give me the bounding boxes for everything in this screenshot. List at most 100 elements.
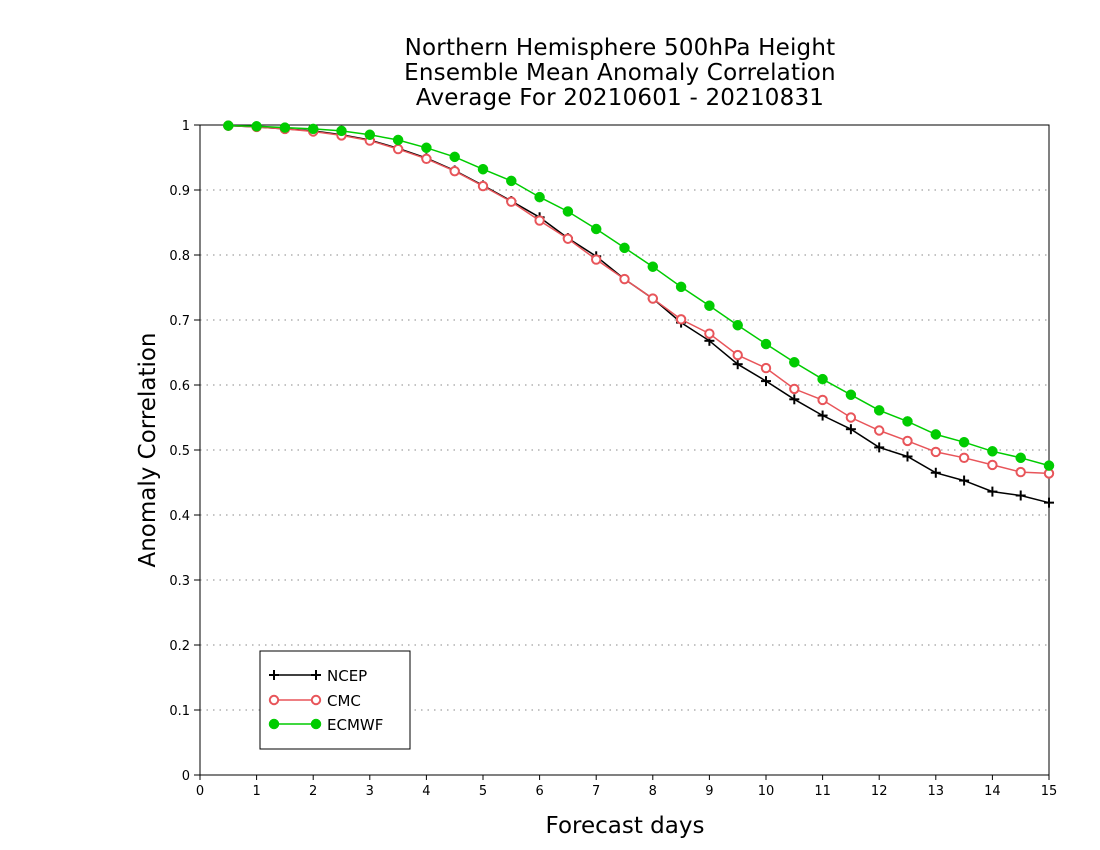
y-tick-label: 0.2	[169, 639, 190, 654]
data-point-ecmwf	[392, 134, 404, 146]
x-tick-label: 3	[366, 784, 374, 799]
legend-marker-ncep	[269, 670, 279, 680]
data-point-cmc	[789, 383, 800, 395]
data-point-ncep	[845, 424, 856, 435]
data-point-cmc	[647, 293, 658, 304]
data-point-ecmwf	[506, 175, 517, 187]
y-tick-label: 0.4	[169, 509, 190, 524]
data-point-ecmwf	[675, 281, 687, 293]
data-point-ncep	[902, 451, 913, 462]
x-tick-label: 7	[592, 784, 600, 799]
data-point-cmc	[562, 233, 574, 244]
data-point-ncep	[959, 475, 970, 486]
data-point-cmc	[506, 196, 517, 207]
x-tick-label: 1	[252, 784, 260, 799]
y-tick-label: 1	[182, 119, 190, 134]
series-line-cmc	[228, 124, 1050, 475]
legend-marker-cmc	[268, 694, 280, 706]
legend: NCEP CMC ECMWF	[259, 650, 411, 750]
data-point-ncep	[1044, 497, 1054, 508]
data-point-cmc	[958, 452, 970, 463]
chart-title-line-3: Average For 20210601 - 20210831	[415, 85, 825, 111]
data-point-cmc	[817, 394, 828, 406]
data-point-ecmwf	[845, 389, 857, 400]
legend-marker-ncep	[311, 670, 321, 680]
series-line-ncep	[228, 124, 1050, 504]
data-point-ecmwf	[760, 338, 772, 350]
data-point-ncep	[987, 486, 998, 497]
data-point-ecmwf	[958, 436, 970, 448]
data-point-ncep	[930, 467, 941, 478]
x-tick-label: 0	[196, 784, 204, 799]
data-point-ecmwf	[704, 300, 715, 311]
data-point-ecmwf	[873, 405, 885, 416]
data-point-cmc	[534, 215, 545, 226]
data-point-cmc	[392, 143, 404, 155]
data-point-cmc	[874, 425, 885, 436]
data-point-ecmwf	[251, 121, 262, 132]
y-tick-label: 0.9	[169, 184, 190, 199]
legend-label-cmc: CMC	[327, 692, 361, 710]
data-point-ecmwf	[1043, 460, 1055, 471]
data-point-cmc	[675, 314, 687, 325]
y-tick-label: 0.6	[169, 379, 190, 394]
data-point-ecmwf	[987, 446, 998, 457]
y-tick-label: 0.1	[169, 704, 190, 719]
data-point-ecmwf	[590, 223, 602, 235]
data-point-ecmwf	[421, 142, 432, 153]
data-point-cmc	[845, 412, 857, 423]
data-point-ecmwf	[789, 357, 800, 368]
data-point-ncep	[732, 359, 743, 370]
x-tick-label: 11	[814, 784, 831, 799]
series-group	[223, 120, 1055, 508]
data-point-ecmwf	[1015, 452, 1026, 464]
x-tick-label: 9	[705, 784, 713, 799]
data-point-cmc	[760, 362, 772, 374]
x-tick-label: 10	[758, 784, 775, 799]
x-tick-label: 15	[1041, 784, 1058, 799]
axis-ticks: 00.10.20.30.40.50.60.70.80.910 1 2 3 4 5 6 7 8 9 1…	[169, 119, 1057, 799]
data-point-ecmwf	[223, 120, 234, 131]
y-tick-label: 0.7	[169, 314, 190, 329]
x-tick-label: 12	[871, 784, 888, 799]
chart-title: Northern Hemisphere 500hPa Height Ensemb…	[0, 36, 1100, 111]
x-tick-label: 2	[309, 784, 317, 799]
y-axis-title: Anomaly Correlation	[135, 332, 161, 567]
chart-title-line-2: Ensemble Mean Anomaly Correlation	[404, 60, 836, 86]
x-tick-label: 6	[535, 784, 543, 799]
data-point-ncep	[817, 410, 828, 421]
legend-marker-ecmwf	[268, 718, 280, 730]
data-point-ecmwf	[817, 373, 828, 385]
y-tick-label: 0.5	[169, 444, 190, 459]
data-point-ecmwf	[364, 129, 376, 140]
data-point-ecmwf	[307, 123, 319, 135]
x-tick-label: 14	[984, 784, 1001, 799]
chart-title-line-1: Northern Hemisphere 500hPa Height	[404, 35, 836, 61]
data-point-ecmwf	[930, 429, 942, 440]
data-point-cmc	[421, 153, 432, 165]
y-tick-label: 0.3	[169, 574, 190, 589]
data-point-ecmwf	[477, 163, 489, 175]
data-point-ecmwf	[619, 242, 630, 254]
data-point-ecmwf	[534, 191, 545, 203]
data-point-cmc	[449, 165, 460, 177]
data-point-ncep	[1015, 490, 1026, 501]
data-point-ncep	[789, 394, 800, 405]
data-point-cmc	[477, 180, 489, 192]
data-point-cmc	[591, 254, 602, 265]
data-point-cmc	[902, 435, 913, 447]
data-point-ecmwf	[279, 122, 291, 133]
data-point-ecmwf	[732, 319, 743, 331]
legend-marker-cmc	[310, 694, 322, 706]
legend-label-ecmwf: ECMWF	[327, 716, 383, 734]
data-point-ncep	[874, 442, 885, 453]
y-tick-label: 0.8	[169, 249, 190, 264]
data-point-ecmwf	[336, 125, 347, 137]
data-point-cmc	[987, 459, 998, 471]
data-point-ecmwf	[562, 206, 574, 217]
data-point-ncep	[761, 376, 771, 387]
data-point-cmc	[930, 446, 941, 458]
data-point-ecmwf	[902, 416, 913, 427]
data-point-cmc	[1015, 466, 1026, 478]
x-tick-label: 4	[422, 784, 430, 799]
